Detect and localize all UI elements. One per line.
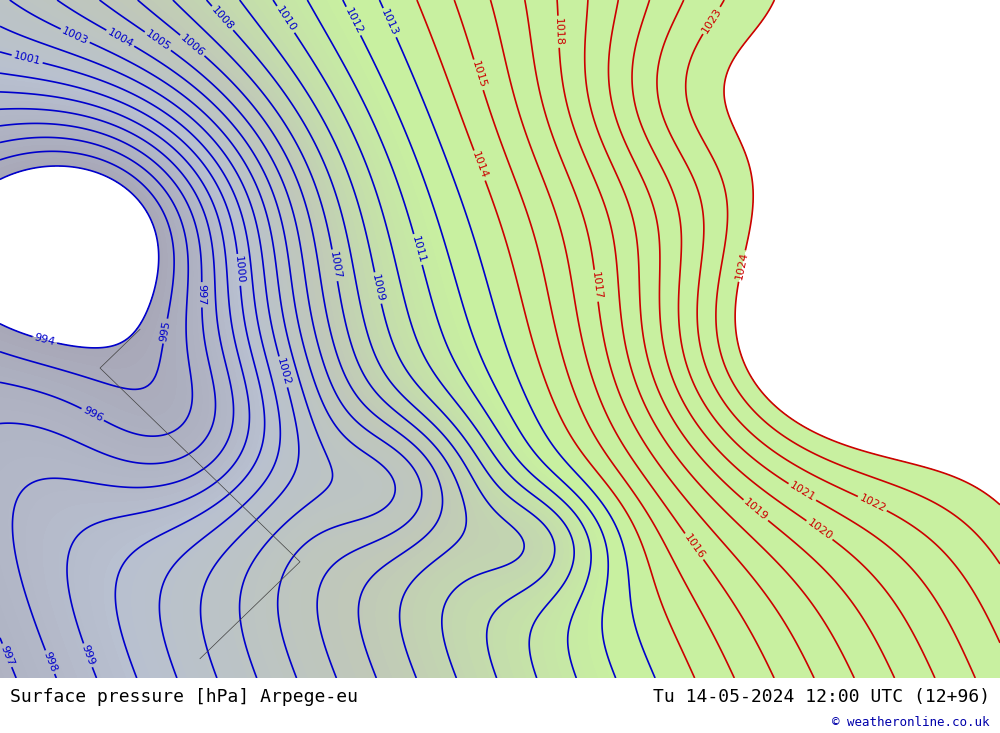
- Text: 1006: 1006: [178, 32, 206, 58]
- Text: 1024: 1024: [734, 251, 750, 281]
- Text: 1017: 1017: [590, 271, 603, 301]
- Text: 1020: 1020: [805, 517, 834, 542]
- Text: 1019: 1019: [742, 498, 770, 523]
- Text: 1005: 1005: [144, 29, 172, 54]
- Text: 994: 994: [33, 333, 56, 347]
- Text: 995: 995: [158, 320, 172, 342]
- Text: 1016: 1016: [682, 532, 706, 561]
- Text: 997: 997: [0, 644, 16, 667]
- Text: Surface pressure [hPa] Arpege-eu: Surface pressure [hPa] Arpege-eu: [10, 688, 358, 707]
- Text: 1004: 1004: [106, 27, 135, 49]
- Text: 1007: 1007: [328, 251, 342, 280]
- Text: 1014: 1014: [470, 150, 489, 180]
- Text: © weatheronline.co.uk: © weatheronline.co.uk: [832, 715, 990, 729]
- Text: 1015: 1015: [470, 60, 487, 89]
- Text: 996: 996: [81, 405, 104, 424]
- Text: 1000: 1000: [233, 256, 245, 284]
- Text: 1008: 1008: [209, 4, 236, 32]
- Text: 1003: 1003: [60, 26, 90, 46]
- Text: 1012: 1012: [343, 7, 364, 36]
- Text: 1010: 1010: [274, 5, 298, 34]
- Text: 1022: 1022: [858, 493, 887, 514]
- Text: 999: 999: [79, 644, 96, 667]
- Text: 1002: 1002: [275, 357, 292, 387]
- Text: 1021: 1021: [788, 481, 817, 504]
- Text: 1018: 1018: [553, 18, 564, 46]
- Text: 1023: 1023: [700, 6, 723, 35]
- Text: Tu 14-05-2024 12:00 UTC (12+96): Tu 14-05-2024 12:00 UTC (12+96): [653, 688, 990, 707]
- Text: 997: 997: [197, 284, 207, 306]
- Text: 1009: 1009: [370, 273, 386, 303]
- Text: 1001: 1001: [12, 51, 42, 67]
- Text: 1011: 1011: [409, 235, 427, 265]
- Text: 998: 998: [41, 650, 59, 674]
- Text: 1013: 1013: [379, 8, 400, 37]
